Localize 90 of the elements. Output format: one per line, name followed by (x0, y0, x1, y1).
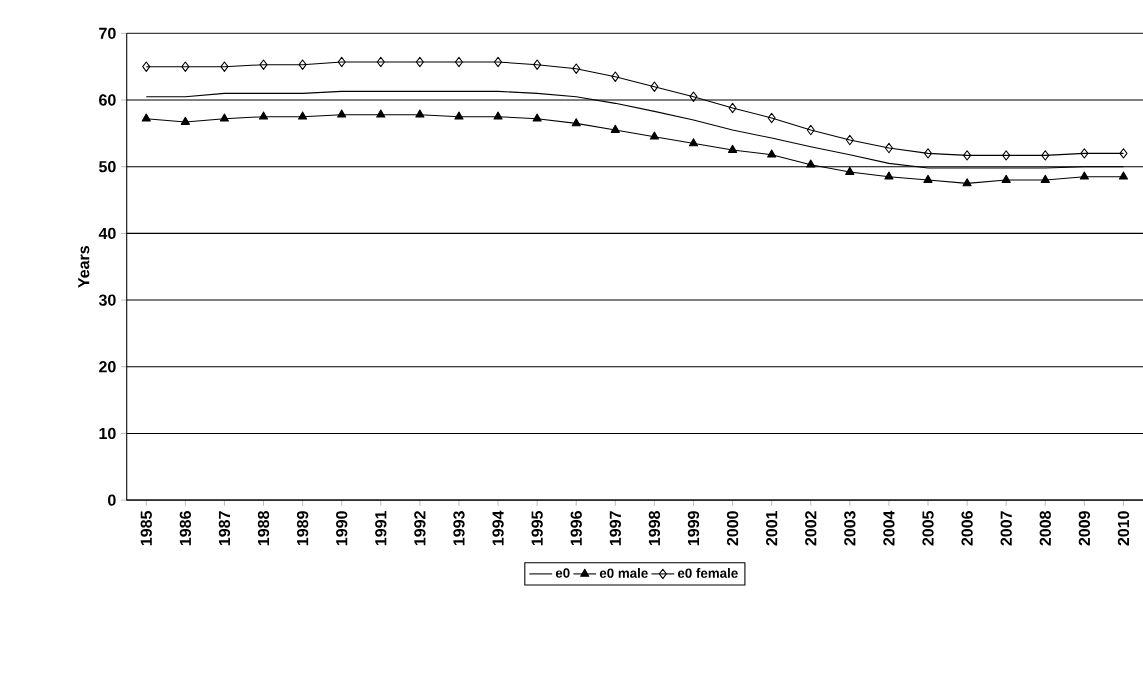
point (415, 109, 425, 118)
point (493, 111, 503, 120)
point (1080, 148, 1089, 159)
point (650, 81, 659, 93)
y-axis-title: Years (78, 246, 90, 289)
point (259, 59, 268, 71)
legend-label: e0 female (677, 568, 738, 579)
x-tick-label: 1987 (218, 511, 231, 546)
x-tick-label: 1990 (336, 511, 348, 546)
y-tick-label: 0 (108, 494, 116, 507)
point (1002, 150, 1011, 161)
point (298, 59, 307, 71)
point (1001, 175, 1011, 184)
y-tick-label: 60 (99, 94, 116, 106)
point (963, 150, 972, 161)
x-tick-label: 1985 (140, 511, 152, 546)
point (180, 117, 190, 126)
point (884, 171, 894, 180)
x-tick-label: 1988 (257, 511, 270, 546)
point (728, 103, 737, 114)
point (962, 178, 972, 187)
y-tick-label: 50 (99, 161, 116, 173)
y-tick-label: 40 (98, 227, 116, 240)
point (532, 113, 542, 122)
point (337, 57, 346, 68)
point (337, 109, 347, 118)
x-tick-label: 2003 (844, 511, 856, 546)
point (610, 125, 620, 134)
point (376, 57, 385, 68)
x-tick-label: 2005 (922, 511, 934, 546)
x-tick-label: 1994 (492, 510, 504, 546)
x-tick-label: 2008 (1039, 511, 1051, 546)
x-tick-label: 1992 (414, 511, 426, 546)
x-tick-label: 2009 (1078, 511, 1091, 546)
point (689, 91, 698, 103)
point (220, 61, 229, 73)
point (298, 111, 308, 120)
x-tick-label: 1989 (296, 511, 309, 546)
point (806, 125, 815, 136)
x-tick-label: 2010 (1117, 511, 1130, 546)
point (845, 135, 854, 146)
x-tick-label: 2002 (805, 511, 817, 546)
legend-label: e0 male (599, 568, 648, 579)
point (571, 118, 581, 127)
x-tick-label: 1991 (375, 511, 387, 546)
point (1118, 171, 1129, 180)
x-tick-label: 1997 (609, 511, 621, 546)
point (181, 61, 190, 73)
point (141, 113, 151, 122)
point (649, 131, 659, 140)
x-tick-label: 1993 (453, 511, 465, 546)
point (258, 111, 269, 120)
point (454, 57, 463, 68)
point (572, 63, 581, 75)
point (142, 61, 151, 73)
x-tick-label: 1996 (570, 511, 582, 546)
point (884, 143, 893, 154)
x-tick-label: 1995 (531, 511, 543, 546)
point (923, 175, 933, 184)
legend-label: e0 (555, 568, 570, 578)
point (767, 149, 777, 158)
point (1040, 175, 1050, 184)
y-tick-label: 30 (98, 294, 116, 306)
point (415, 57, 424, 68)
point (845, 167, 855, 176)
x-tick-label: 1998 (648, 511, 661, 546)
y-tick-label: 10 (99, 428, 116, 440)
x-tick-label: 2000 (726, 511, 739, 546)
point (376, 109, 386, 118)
point (727, 145, 738, 154)
x-tick-label: 2004 (883, 510, 895, 546)
y-tick-label: 20 (99, 361, 116, 373)
point (688, 138, 699, 147)
point (454, 111, 464, 120)
point (923, 148, 933, 159)
point (1041, 150, 1050, 161)
point (533, 59, 542, 71)
x-tick-label: 1986 (179, 511, 191, 546)
point (806, 159, 816, 168)
x-tick-label: 2006 (961, 511, 973, 546)
x-tick-label: 2001 (766, 511, 778, 546)
x-tick-label: 1999 (687, 511, 700, 546)
y-tick-label: 70 (99, 27, 116, 40)
point (219, 113, 230, 122)
point (611, 71, 620, 83)
point (767, 113, 776, 124)
point (1079, 171, 1089, 180)
point (494, 57, 503, 68)
point (1119, 148, 1128, 159)
x-tick-label: 2007 (1000, 511, 1012, 546)
